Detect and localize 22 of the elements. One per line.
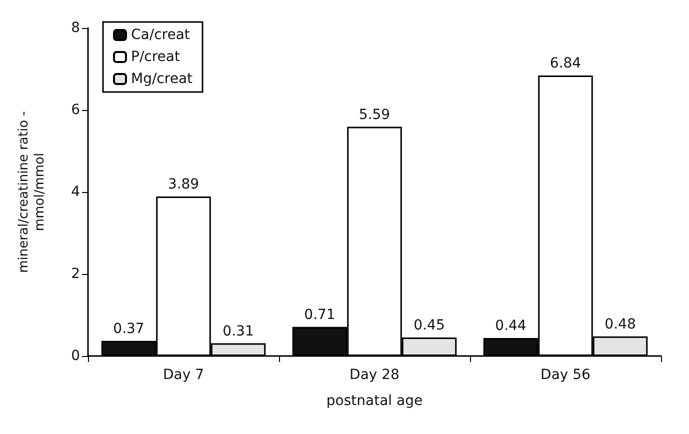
data-label: 6.84 (550, 56, 582, 72)
x-tick-label: Day 56 (540, 367, 591, 383)
data-label: 3.89 (168, 176, 200, 193)
y-axis-title: mineral/creatinine ratio - mmol/mmol (16, 110, 48, 273)
y-tick-label: 4 (71, 184, 80, 200)
legend-label: Ca/creat (131, 27, 190, 43)
x-tick-label: Day 28 (350, 367, 400, 383)
legend-label: P/creat (131, 49, 180, 65)
data-label: 5.59 (358, 106, 390, 123)
y-tick-label: 2 (71, 266, 80, 282)
data-label: 0.48 (604, 316, 636, 332)
x-axis-title: postnatal age (326, 393, 423, 409)
data-label: 0.44 (495, 318, 526, 334)
data-label: 0.37 (113, 320, 144, 337)
data-label: 0.31 (222, 323, 254, 340)
y-tick-label: 8 (71, 20, 80, 36)
data-label: 0.71 (304, 306, 336, 323)
y-tick-label: 0 (71, 348, 80, 364)
legend-label: Mg/creat (131, 71, 194, 87)
y-tick-label: 6 (71, 102, 80, 118)
data-label: 0.45 (414, 318, 445, 334)
x-tick-label: Day 7 (162, 367, 204, 383)
